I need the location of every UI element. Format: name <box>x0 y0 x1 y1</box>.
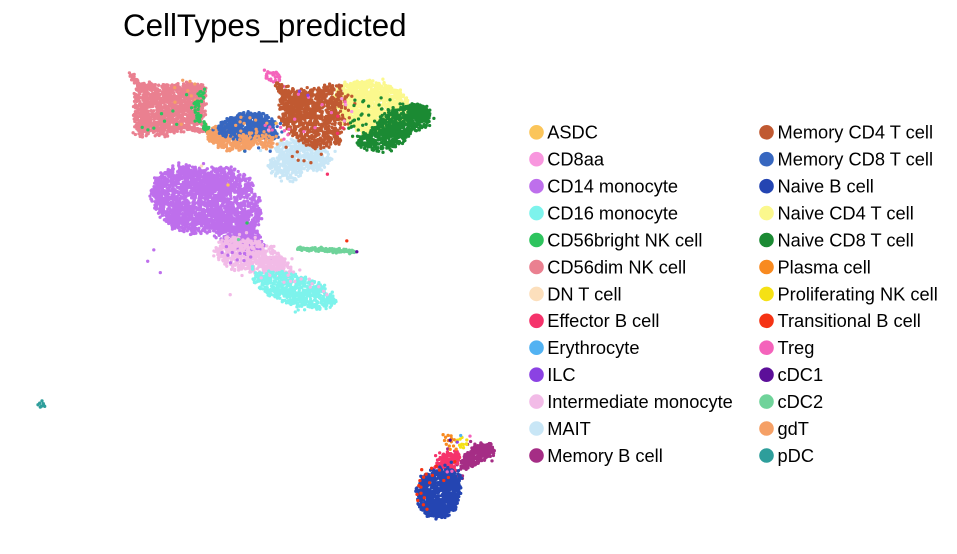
svg-text:CD8aa: CD8aa <box>547 149 605 170</box>
svg-text:pDC: pDC <box>778 445 815 466</box>
svg-text:Erythrocyte: Erythrocyte <box>547 337 639 358</box>
svg-text:cDC2: cDC2 <box>778 391 824 412</box>
svg-text:Intermediate monocyte: Intermediate monocyte <box>547 391 733 412</box>
svg-text:Memory B cell: Memory B cell <box>547 445 663 466</box>
svg-text:gdT: gdT <box>778 418 809 439</box>
svg-text:Proliferating NK cell: Proliferating NK cell <box>778 283 938 304</box>
svg-text:CD16 monocyte: CD16 monocyte <box>547 203 678 224</box>
svg-text:DN T cell: DN T cell <box>547 283 621 304</box>
svg-text:ILC: ILC <box>547 364 575 385</box>
svg-text:Naive B cell: Naive B cell <box>778 176 874 197</box>
svg-text:Effector B cell: Effector B cell <box>547 310 659 331</box>
svg-text:CD56dim NK cell: CD56dim NK cell <box>547 256 686 277</box>
svg-text:Plasma cell: Plasma cell <box>778 256 871 277</box>
svg-text:MAIT: MAIT <box>547 418 591 439</box>
svg-text:CD14 monocyte: CD14 monocyte <box>547 176 678 197</box>
svg-text:Memory CD8 T cell: Memory CD8 T cell <box>778 149 934 170</box>
svg-text:Naive CD8 T cell: Naive CD8 T cell <box>778 229 914 250</box>
svg-text:Treg: Treg <box>778 337 815 358</box>
svg-text:cDC1: cDC1 <box>778 364 824 385</box>
svg-text:Transitional B cell: Transitional B cell <box>778 310 921 331</box>
svg-text:Memory CD4 T cell: Memory CD4 T cell <box>778 122 934 143</box>
svg-text:ASDC: ASDC <box>547 122 598 143</box>
svg-text:Naive CD4 T cell: Naive CD4 T cell <box>778 203 914 224</box>
svg-text:CD56bright NK cell: CD56bright NK cell <box>547 229 702 250</box>
